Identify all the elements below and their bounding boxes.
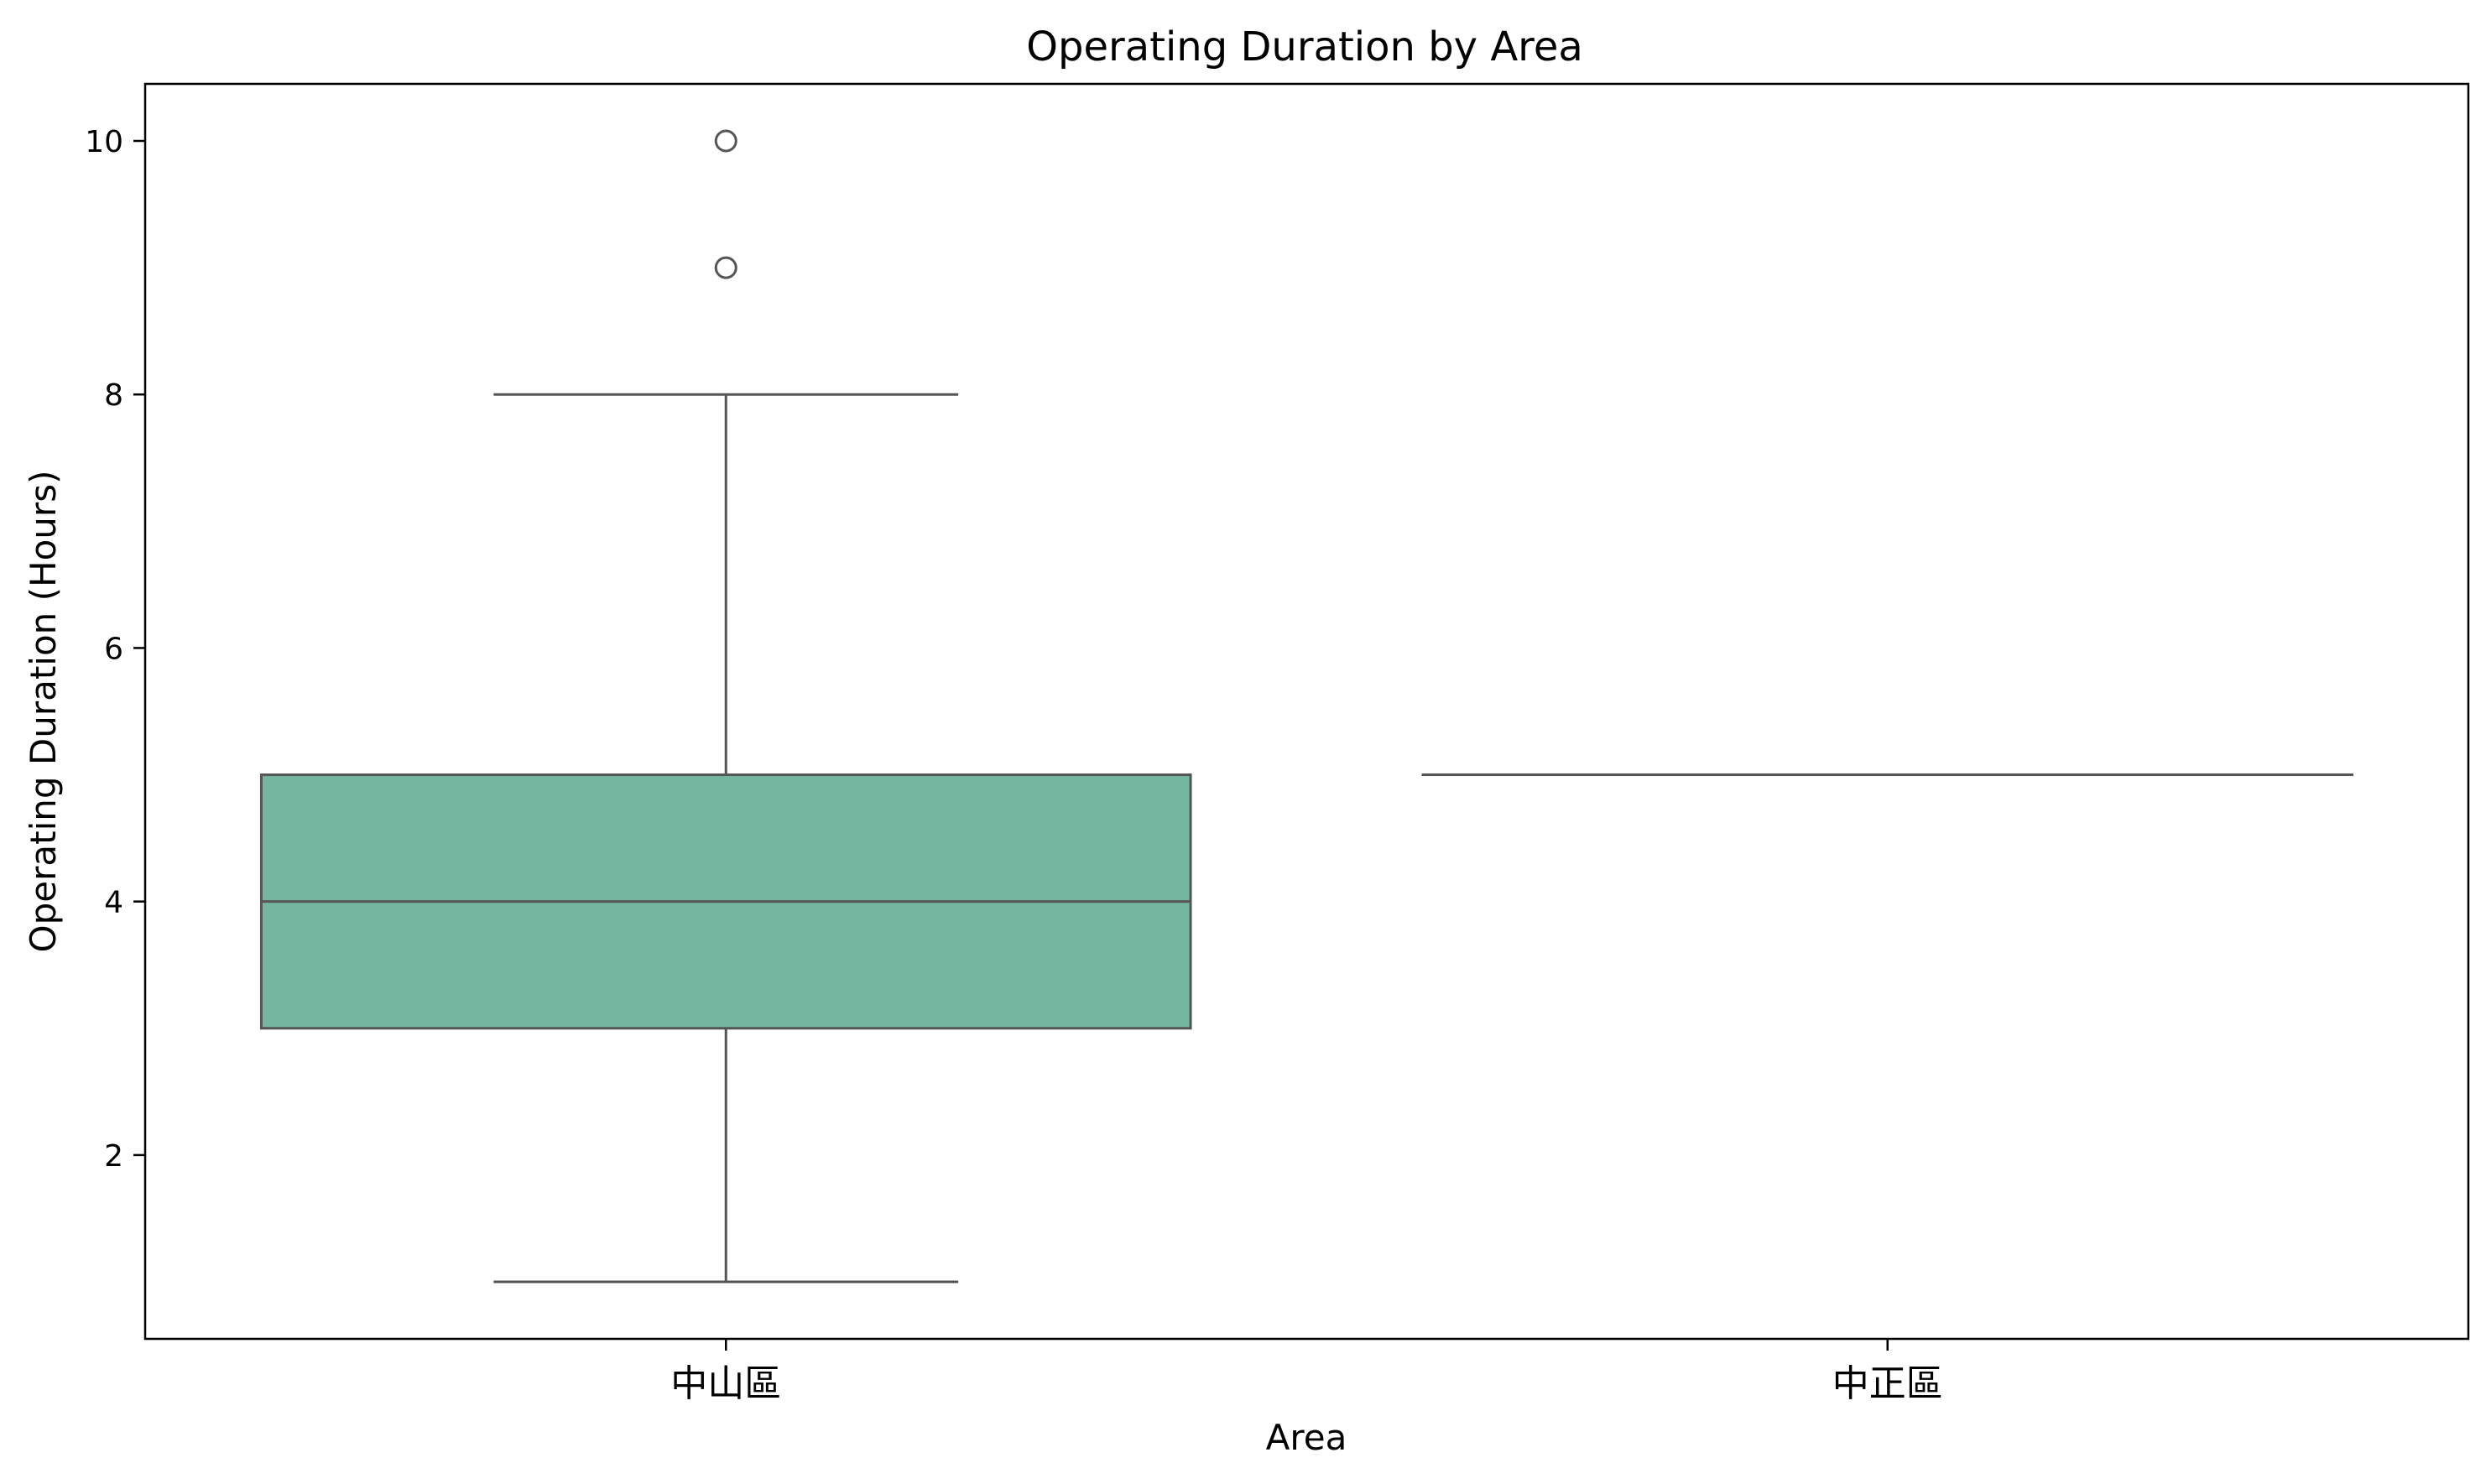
y-tick-label: 10 [85, 125, 123, 159]
x-tick-label: 中正區 [1832, 1362, 1943, 1405]
y-tick-label: 4 [104, 886, 123, 920]
y-axis-label: Operating Duration (Hours) [23, 471, 64, 953]
y-tick-label: 8 [104, 378, 123, 413]
box-group [259, 129, 1192, 1284]
x-axis: 中山區 中正區 [670, 1339, 1943, 1405]
y-tick-label: 2 [104, 1139, 123, 1174]
plot-area [259, 129, 2354, 1284]
plot-frame [143, 82, 2470, 1341]
y-axis: 2 4 6 8 10 [85, 125, 145, 1174]
x-tick-label: 中山區 [670, 1362, 781, 1405]
chart-title: Operating Duration by Area [1026, 23, 1583, 70]
x-axis-label: Area [1266, 1417, 1347, 1458]
outlier-point [714, 256, 737, 279]
outlier-point [714, 129, 737, 153]
y-tick-label: 6 [104, 632, 123, 666]
